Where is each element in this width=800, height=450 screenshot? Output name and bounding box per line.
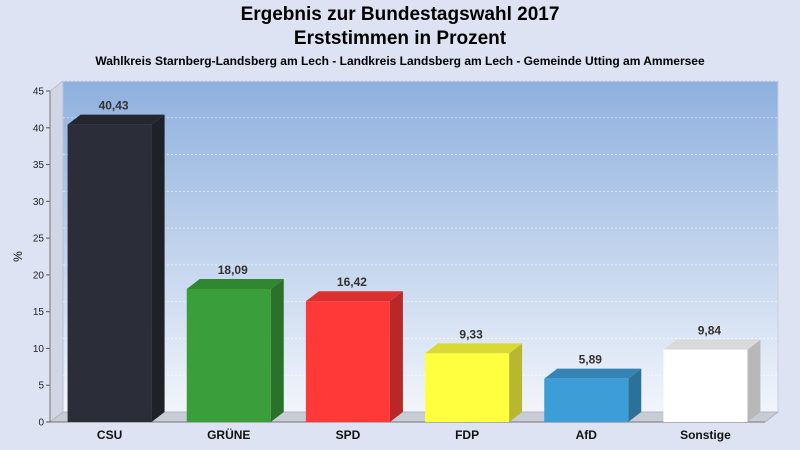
bar-side: [747, 339, 761, 422]
bar-top: [305, 291, 403, 302]
bar: [305, 301, 390, 422]
bar-top: [67, 114, 165, 125]
bar-side: [389, 291, 403, 422]
y-tick-label: 30: [33, 197, 45, 208]
bar-side: [151, 114, 165, 422]
bar: [67, 124, 152, 422]
bar-side: [270, 278, 284, 422]
data-label: 9,84: [698, 324, 722, 338]
bar-top: [663, 339, 761, 350]
bar-top: [186, 278, 284, 289]
bar-top: [425, 343, 523, 354]
bar-side: [628, 368, 642, 422]
x-tick-label: Sonstige: [680, 428, 731, 442]
data-label: 5,89: [579, 353, 603, 367]
data-label: 40,43: [99, 99, 129, 113]
y-tick-label: 40: [33, 123, 45, 134]
y-tick-label: 20: [33, 270, 45, 281]
x-tick-label: GRÜNE: [207, 427, 250, 442]
chart-subtitle: Wahlkreis Starnberg-Landsberg am Lech - …: [95, 54, 705, 68]
y-tick-label: 25: [33, 234, 45, 245]
y-tick-label: 0: [38, 418, 44, 429]
y-tick-label: 35: [33, 160, 45, 171]
bar: [663, 349, 748, 422]
x-tick-label: SPD: [336, 428, 361, 442]
bar-side: [509, 343, 523, 422]
x-tick-label: CSU: [97, 428, 122, 442]
bar: [544, 378, 629, 422]
y-tick-label: 5: [38, 381, 44, 392]
chart-title: Ergebnis zur Bundestagswahl 2017: [240, 4, 560, 25]
y-tick-label: 45: [33, 87, 45, 98]
y-tick-label: 10: [33, 344, 45, 355]
bar-top: [544, 368, 642, 379]
data-label: 16,42: [337, 275, 367, 289]
data-label: 9,33: [459, 327, 483, 341]
data-label: 18,09: [218, 263, 248, 277]
y-tick-label: 15: [33, 307, 45, 318]
plot-left-wall: [49, 79, 64, 424]
bar: [186, 288, 271, 422]
x-tick-label: AfD: [576, 428, 598, 442]
y-axis-label: %: [11, 251, 25, 262]
x-tick-label: FDP: [455, 428, 479, 442]
chart-title-line-2: Erststimmen in Prozent: [293, 28, 507, 49]
bar: [425, 353, 510, 422]
